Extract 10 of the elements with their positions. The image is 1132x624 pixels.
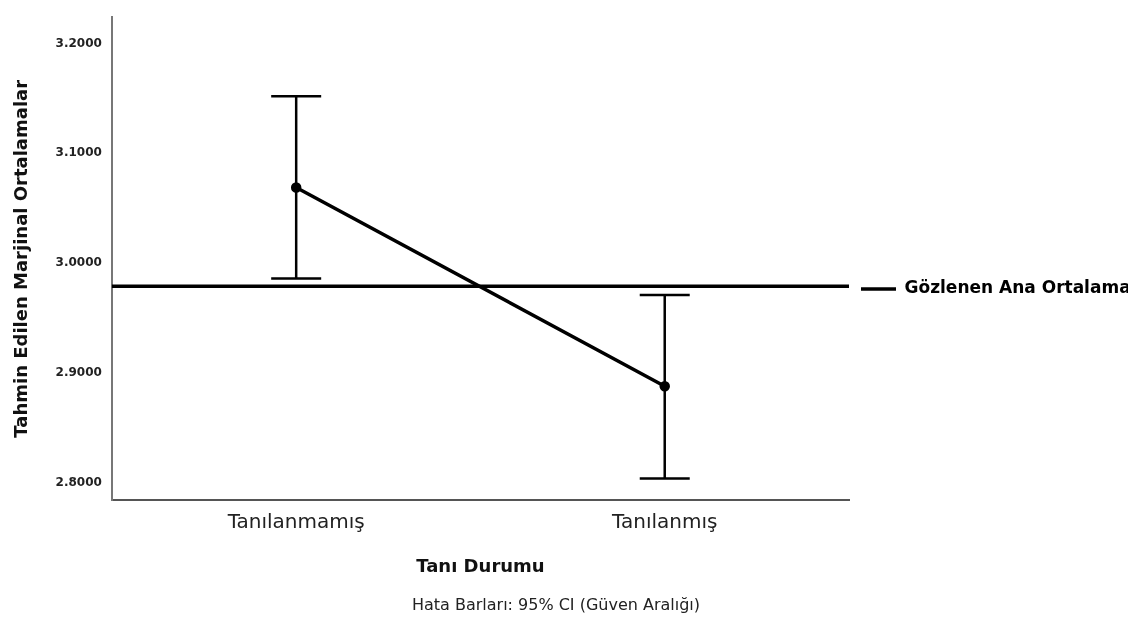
text: Hata Barları: 95% CI (Güven Aralığı) <box>411 595 701 615</box>
x-axis-title: Tanı Durumu <box>416 554 545 576</box>
x-tick-label: Tanılanmamış <box>226 508 365 533</box>
y-axis-title: Tahmin Edilen Marjinal Ortalamalar <box>10 79 32 438</box>
y-tick-label: 2.9000 <box>55 365 102 380</box>
x-tick-label: Tanılanmış <box>611 508 718 533</box>
y-tick-label: 2.8000 <box>55 474 102 489</box>
y-tick-label: 3.0000 <box>55 255 102 270</box>
y-tick-label: 3.2000 <box>55 35 102 50</box>
y-tick-label: 3.1000 <box>55 145 102 160</box>
